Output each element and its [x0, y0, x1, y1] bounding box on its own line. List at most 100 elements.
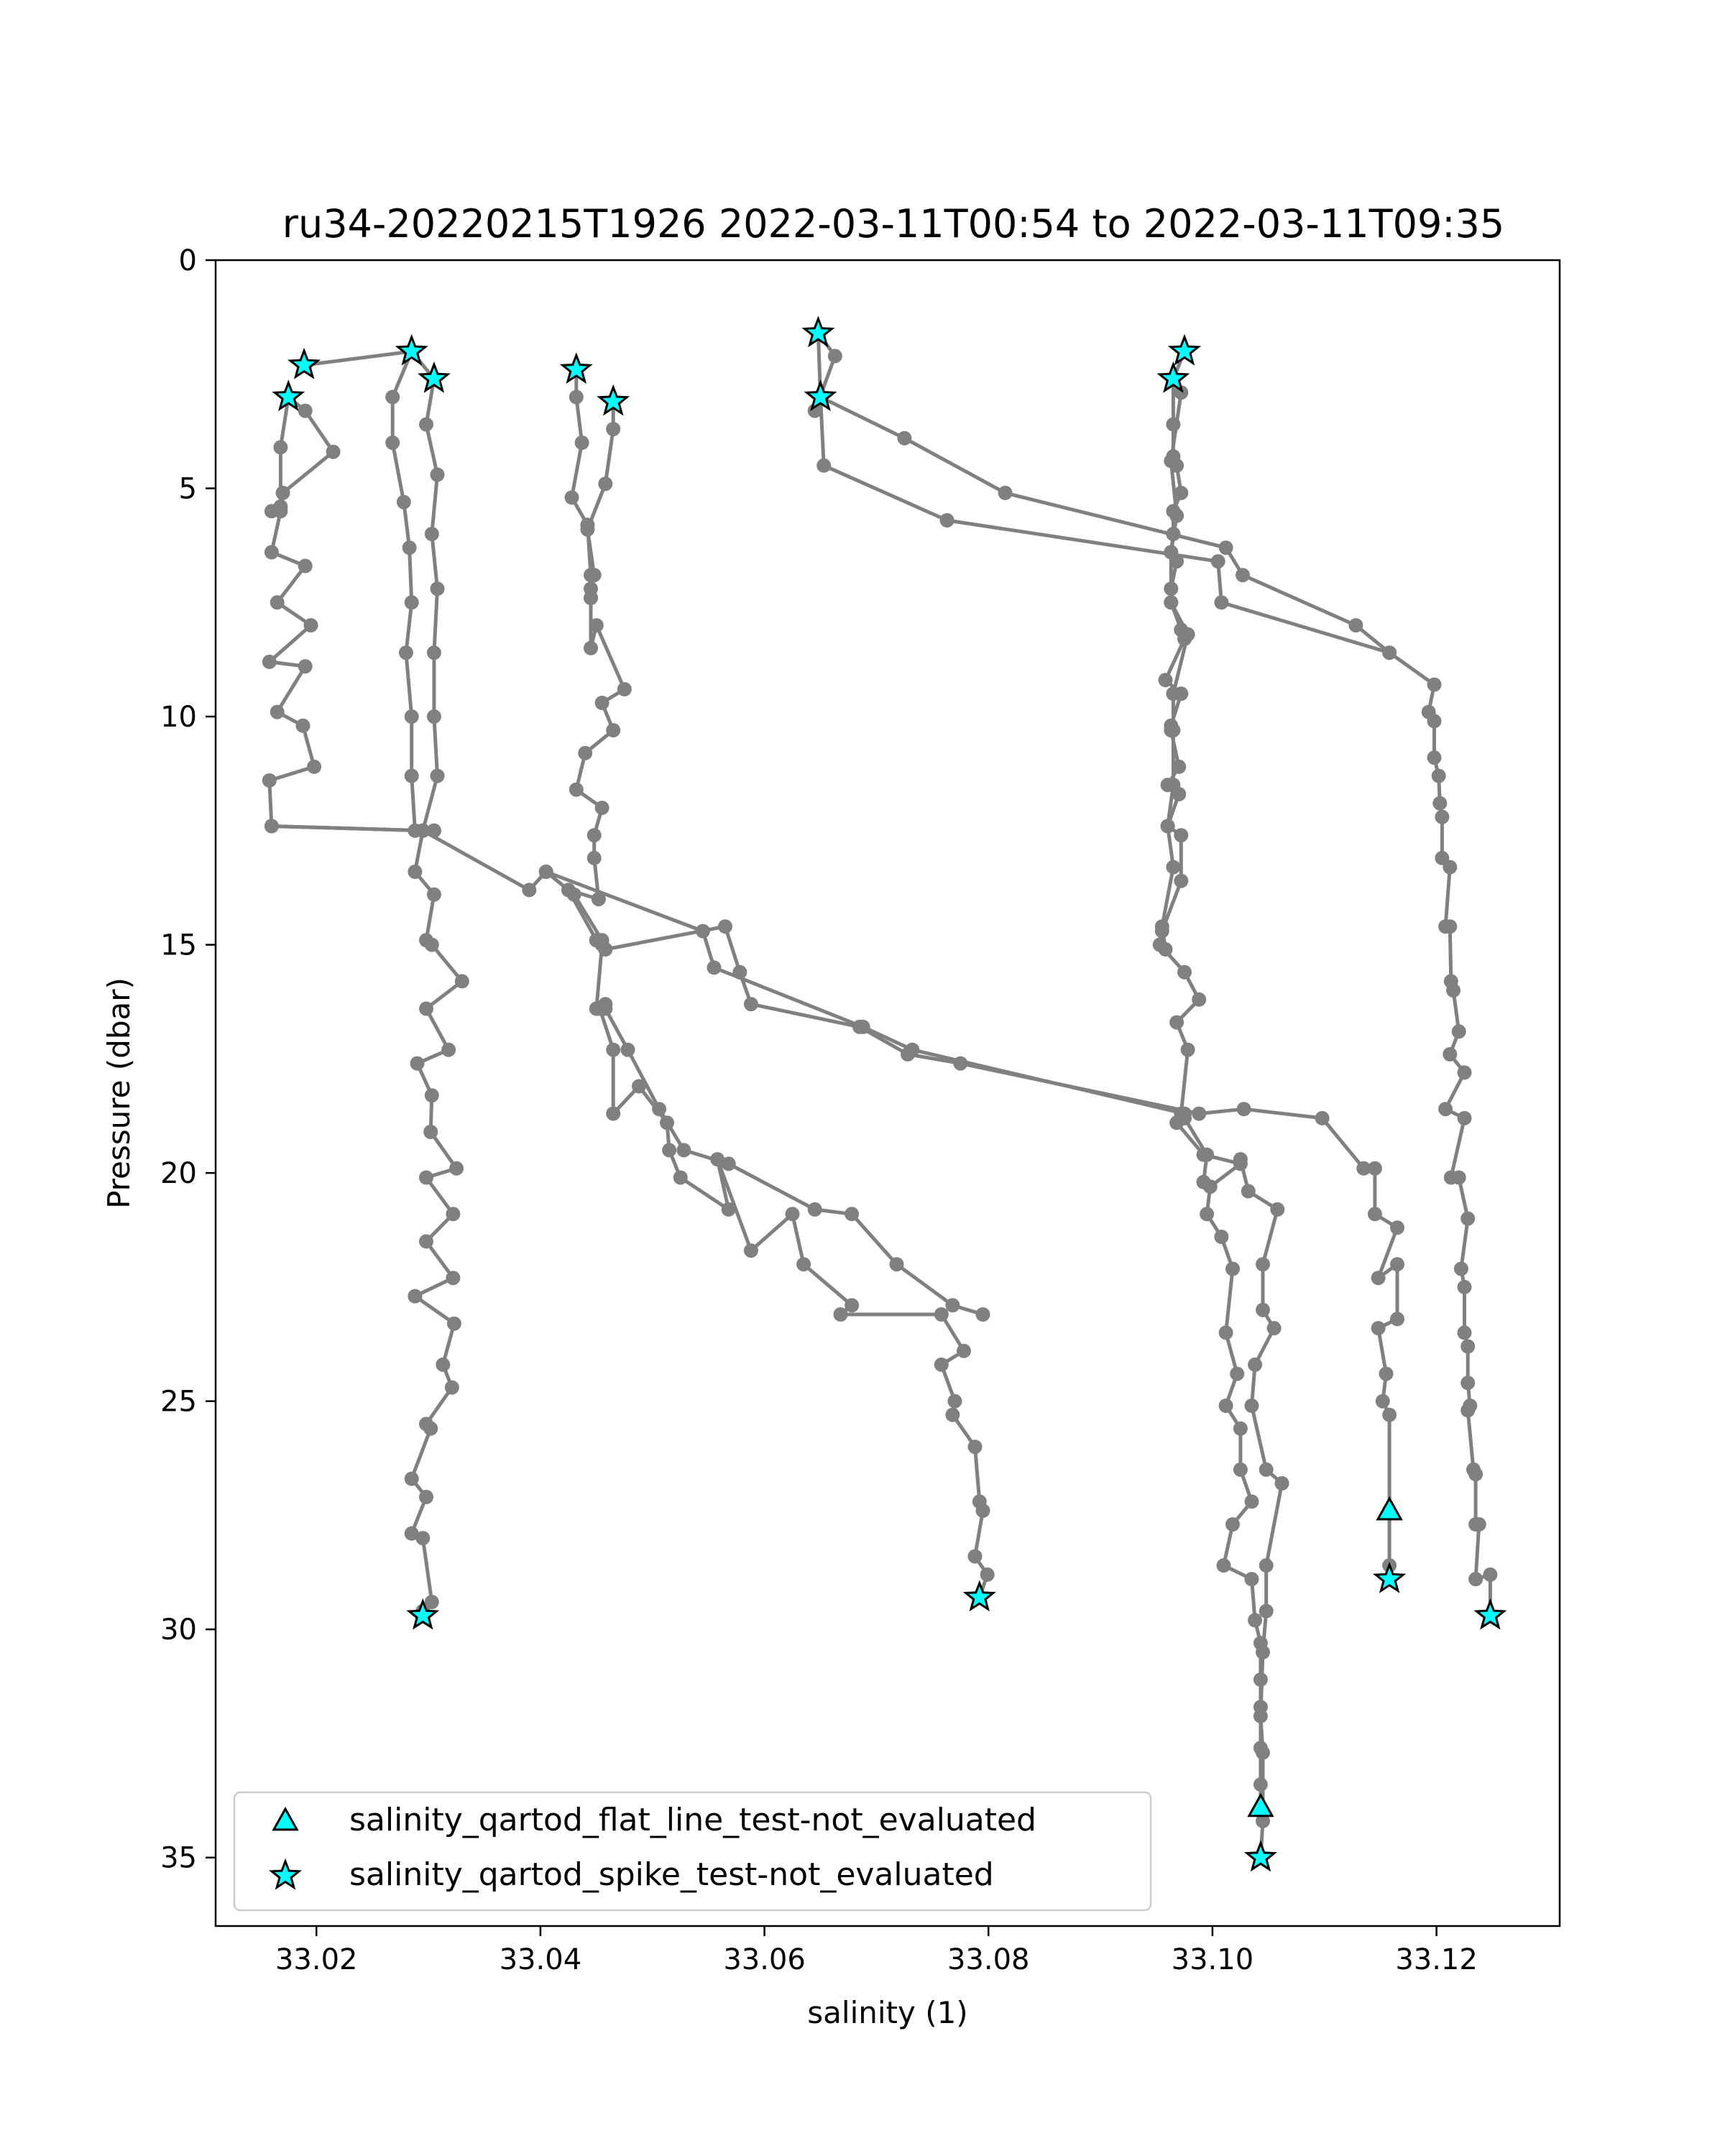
- data-point: [419, 1170, 433, 1185]
- spike-test-marker: [417, 361, 451, 393]
- data-point: [1256, 1257, 1270, 1272]
- data-point: [1468, 1467, 1484, 1482]
- data-point: [1356, 1161, 1371, 1176]
- data-point: [1218, 540, 1233, 556]
- data-point: [934, 1307, 949, 1322]
- data-point: [660, 1115, 674, 1130]
- data-point: [423, 1125, 438, 1139]
- data-point: [967, 1549, 983, 1564]
- data-point: [945, 1298, 960, 1313]
- x-tick-label: 33.10: [1172, 1943, 1254, 1976]
- data-point: [695, 923, 710, 939]
- data-point: [1166, 686, 1181, 701]
- data-point: [426, 887, 441, 902]
- data-point: [396, 494, 411, 510]
- data-point: [1382, 645, 1397, 660]
- spike-test-marker: [597, 384, 630, 416]
- data-point: [430, 581, 445, 596]
- data-point: [574, 436, 589, 450]
- data-point: [586, 828, 602, 843]
- data-point: [424, 1595, 439, 1610]
- plot-frame: [214, 259, 1561, 1927]
- data-point: [594, 801, 610, 816]
- data-point: [1427, 714, 1442, 729]
- data-point: [673, 1170, 688, 1185]
- data-point: [947, 1393, 962, 1409]
- data-point: [419, 1001, 433, 1016]
- data-point: [295, 718, 310, 733]
- data-point: [424, 937, 439, 952]
- data-point: [1468, 1572, 1484, 1587]
- data-point: [385, 436, 400, 450]
- data-point: [1248, 1613, 1263, 1628]
- data-point: [957, 1343, 971, 1358]
- x-tick-label: 33.02: [275, 1943, 358, 1976]
- data-point: [1158, 942, 1173, 957]
- data-point: [1427, 750, 1442, 765]
- data-point: [1256, 1745, 1270, 1760]
- data-point: [430, 768, 445, 783]
- data-point: [419, 1490, 433, 1504]
- data-point: [975, 1307, 990, 1322]
- data-point: [270, 704, 285, 719]
- data-point: [1451, 1170, 1466, 1185]
- data-point: [796, 1257, 811, 1272]
- data-point: [578, 745, 593, 760]
- data-point: [1200, 1207, 1215, 1222]
- data-point: [264, 504, 279, 519]
- data-point: [273, 440, 288, 455]
- data-point: [939, 513, 954, 528]
- x-tick-label: 33.04: [500, 1943, 582, 1976]
- data-point: [298, 659, 313, 674]
- data-point: [606, 422, 621, 436]
- data-point: [430, 467, 445, 482]
- spike-test-marker: [801, 315, 835, 348]
- y-tick-label: 20: [160, 1157, 197, 1190]
- data-point: [449, 1161, 464, 1176]
- data-point: [591, 892, 606, 907]
- data-point: [1177, 964, 1192, 980]
- qc-flag-markers: [272, 315, 1507, 1872]
- data-point: [1233, 1152, 1248, 1167]
- data-point: [1174, 485, 1189, 500]
- data-point: [807, 1202, 822, 1217]
- data-point: [1248, 1357, 1263, 1372]
- data-point: [303, 618, 318, 633]
- data-point: [1443, 1047, 1458, 1061]
- data-point: [1158, 673, 1173, 688]
- data-point: [1244, 1399, 1259, 1413]
- data-point: [1431, 768, 1446, 783]
- data-point: [721, 1156, 736, 1171]
- data-point: [1443, 860, 1458, 875]
- data-point: [1164, 545, 1179, 560]
- data-point: [262, 654, 277, 669]
- data-point: [1180, 1042, 1195, 1057]
- data-point: [522, 883, 537, 898]
- data-point: [1233, 1421, 1248, 1436]
- data-point: [402, 540, 417, 556]
- data-point: [1225, 1261, 1240, 1276]
- data-point: [1169, 508, 1184, 523]
- data-point: [1164, 595, 1179, 610]
- data-point: [404, 768, 419, 783]
- data-point: [632, 1079, 646, 1094]
- y-axis: 0 5 10 15 20 25 30 35: [160, 244, 216, 1875]
- data-point: [816, 458, 832, 473]
- data-point: [1375, 1393, 1390, 1409]
- data-point: [606, 1042, 621, 1057]
- x-tick-label: 33.12: [1395, 1943, 1478, 1976]
- data-point: [1367, 1207, 1382, 1222]
- data-point: [586, 568, 602, 583]
- data-point: [845, 1298, 860, 1313]
- data-point: [1180, 627, 1195, 642]
- data-point: [975, 1503, 990, 1519]
- data-point: [586, 850, 602, 865]
- data-point: [404, 595, 419, 610]
- data-point: [408, 865, 423, 879]
- data-point: [564, 490, 579, 505]
- data-point: [1230, 1366, 1245, 1381]
- data-point: [404, 709, 419, 724]
- data-point: [1453, 1261, 1468, 1276]
- data-point: [1236, 1102, 1251, 1117]
- data-point: [1164, 581, 1179, 596]
